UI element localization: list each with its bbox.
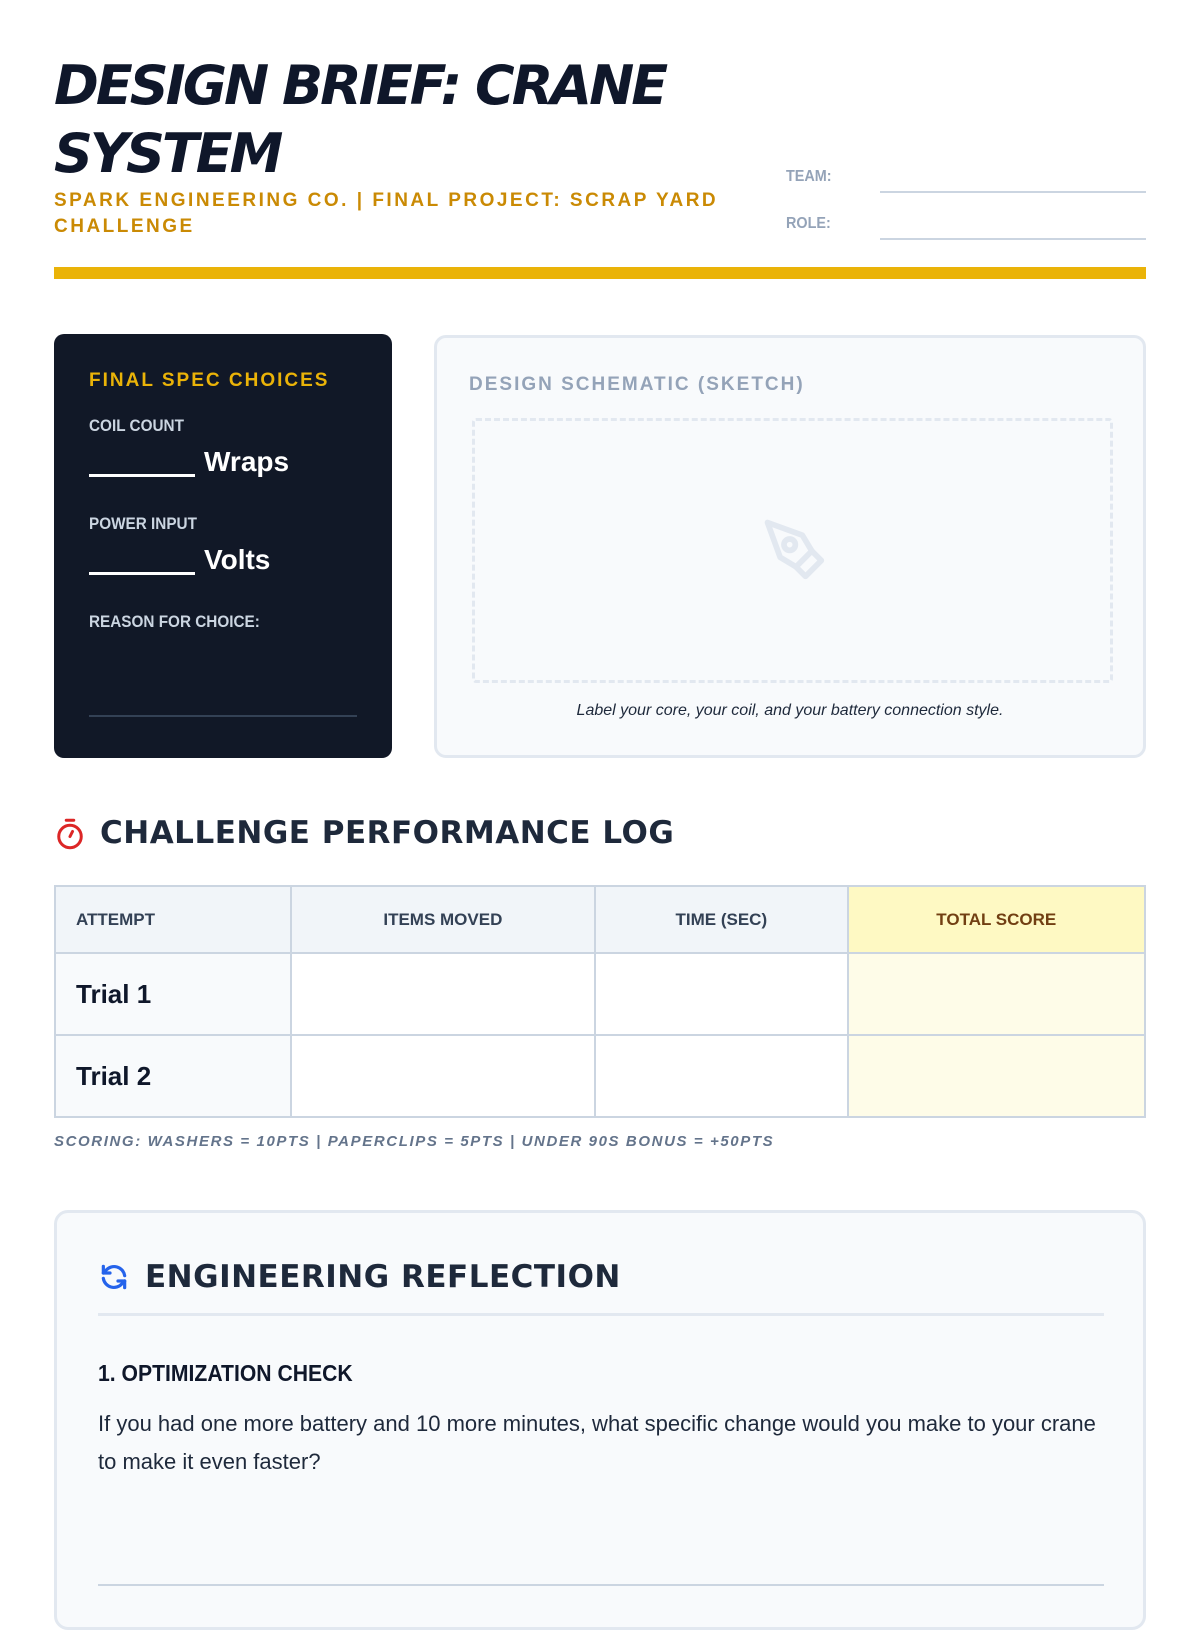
schematic-title: DESIGN SCHEMATIC (SKETCH) — [469, 374, 805, 395]
refresh-icon — [101, 1264, 127, 1290]
reason-field[interactable] — [89, 715, 357, 717]
page-subtitle: SPARK ENGINEERING CO. | FINAL PROJECT: S… — [54, 190, 719, 237]
schematic-card: DESIGN SCHEMATIC (SKETCH) Label your cor… — [434, 335, 1146, 758]
column-header-attempt: ATTEMPT — [54, 885, 292, 954]
total-score-cell[interactable] — [846, 952, 1147, 1036]
team-field[interactable] — [880, 191, 1146, 193]
time-cell[interactable] — [594, 952, 849, 1036]
reflection-card: ENGINEERING REFLECTION 1. OPTIMIZATION C… — [54, 1210, 1146, 1630]
reflection-title: ENGINEERING REFLECTION — [145, 1259, 621, 1295]
reason-label: REASON FOR CHOICE: — [89, 612, 260, 631]
stopwatch-icon — [57, 818, 83, 850]
team-label: TEAM: — [786, 168, 832, 185]
reflection-divider — [98, 1313, 1104, 1316]
sketch-area[interactable] — [472, 418, 1113, 683]
spec-choices-card: FINAL SPEC CHOICES COIL COUNT Wraps POWE… — [54, 334, 392, 758]
schematic-caption: Label your core, your coil, and your bat… — [576, 702, 1004, 719]
answer-line[interactable] — [98, 1584, 1104, 1586]
coil-count-label: COIL COUNT — [89, 416, 184, 435]
performance-table: ATTEMPT ITEMS MOVED TIME (SEC) TOTAL SCO… — [54, 885, 1147, 1118]
coil-count-field[interactable] — [89, 474, 195, 477]
total-score-cell[interactable] — [846, 1034, 1147, 1118]
items-moved-cell[interactable] — [289, 1034, 597, 1118]
table-row: Trial 1 — [54, 952, 1147, 1036]
performance-log-title: CHALLENGE PERFORMANCE LOG — [100, 815, 675, 851]
items-moved-cell[interactable] — [289, 952, 597, 1036]
question-text: If you had one more battery and 10 more … — [98, 1411, 1096, 1474]
question-title: 1. OPTIMIZATION CHECK — [98, 1360, 353, 1386]
power-input-label: POWER INPUT — [89, 514, 197, 533]
attempt-cell: Trial 2 — [54, 1034, 292, 1118]
role-label: ROLE: — [786, 215, 831, 232]
page-title: DESIGN BRIEF: CRANE SYSTEM — [54, 54, 668, 185]
header-divider — [54, 267, 1146, 279]
power-input-field[interactable] — [89, 572, 195, 575]
spec-card-title: FINAL SPEC CHOICES — [89, 370, 330, 391]
time-cell[interactable] — [594, 1034, 849, 1118]
column-header-time: TIME (SEC) — [594, 885, 849, 954]
attempt-cell: Trial 1 — [54, 952, 292, 1036]
scoring-note: SCORING: WASHERS = 10PTS | PAPERCLIPS = … — [54, 1133, 775, 1150]
role-field[interactable] — [880, 238, 1146, 240]
pen-nib-icon — [764, 519, 825, 580]
coil-unit: Wraps — [204, 446, 290, 477]
column-header-total-score: TOTAL SCORE — [846, 885, 1147, 954]
table-row: Trial 2 — [54, 1034, 1147, 1118]
column-header-items-moved: ITEMS MOVED — [289, 885, 597, 954]
table-header-row: ATTEMPT ITEMS MOVED TIME (SEC) TOTAL SCO… — [54, 885, 1147, 954]
power-unit: Volts — [204, 544, 271, 575]
